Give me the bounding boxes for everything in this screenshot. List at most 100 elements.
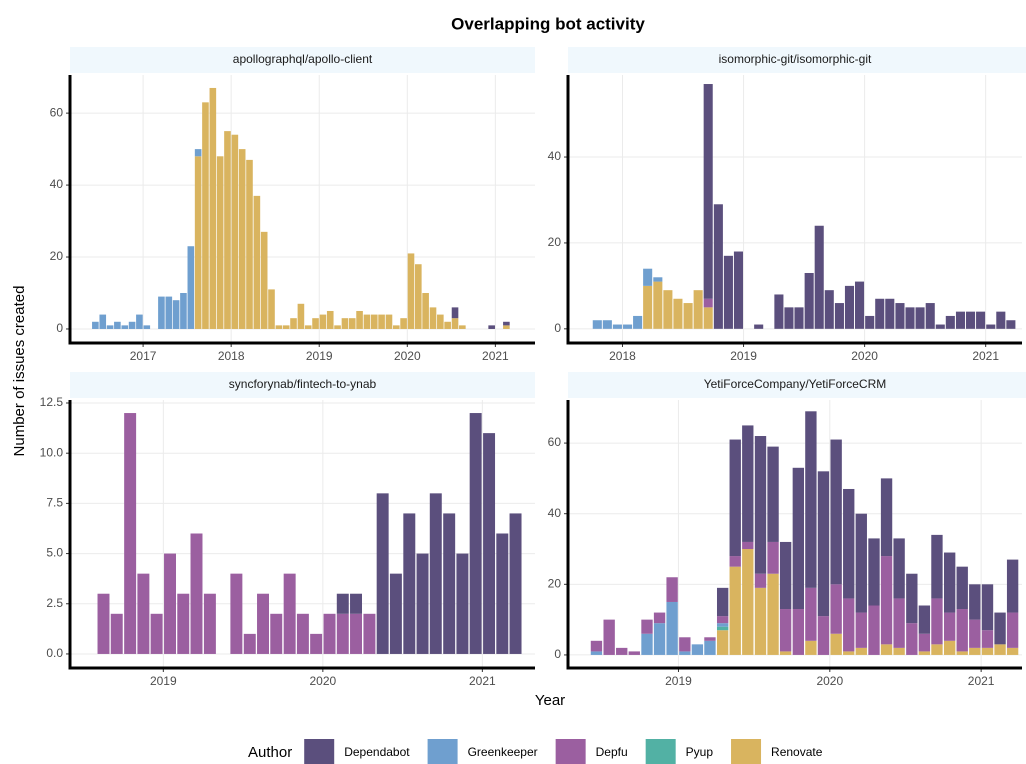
bar-segment <box>459 325 466 329</box>
y-tick-label: 12.5 <box>40 395 64 409</box>
bar-segment <box>966 311 976 329</box>
bar-segment <box>350 593 363 614</box>
bar-segment <box>868 538 880 606</box>
bar-segment <box>956 609 968 652</box>
bar-segment <box>679 651 691 655</box>
bar-segment <box>844 285 855 329</box>
y-tick-label: 0 <box>554 321 561 335</box>
bar-segment <box>503 325 510 329</box>
bar-segment <box>843 598 855 652</box>
bar-segment <box>994 612 1006 645</box>
panel-title: YetiForceCompany/YetiForceCRM <box>704 377 887 391</box>
y-tick-label: 7.5 <box>46 496 63 510</box>
bar-segment <box>334 325 341 329</box>
panel-title: syncforynab/fintech-to-ynab <box>229 377 377 391</box>
bar-segment <box>165 296 173 329</box>
bar-segment <box>451 307 459 319</box>
bar-segment <box>602 320 612 329</box>
legend-key <box>304 739 335 764</box>
bar-segment <box>194 156 202 329</box>
bar-segment <box>943 552 956 613</box>
bar-segment <box>805 587 817 641</box>
bar-segment <box>969 619 981 648</box>
bar-segment <box>704 640 716 655</box>
bar-segment <box>643 268 653 286</box>
legend-label: Greenkeeper <box>468 745 538 759</box>
bar-segment <box>666 577 678 602</box>
bar-segment <box>319 314 327 329</box>
bar-segment <box>137 573 150 654</box>
y-tick-label: 0 <box>56 321 63 335</box>
bar-segment <box>356 310 363 329</box>
bar-segment <box>754 436 767 574</box>
x-tick-label: 2021 <box>482 349 509 363</box>
bar-segment <box>895 303 905 329</box>
bar-segment <box>830 584 842 634</box>
bar-segment <box>124 413 137 654</box>
bar-segment <box>855 513 867 613</box>
bar-segment <box>376 493 389 654</box>
bar-segment <box>496 533 509 654</box>
bar-segment <box>312 318 319 329</box>
bar-segment <box>981 584 994 631</box>
bar-segment <box>893 647 905 655</box>
panel-title: isomorphic-git/isomorphic-git <box>719 52 872 66</box>
bar-segment <box>969 584 981 620</box>
y-tick-label: 40 <box>548 149 562 163</box>
bar-segment <box>509 513 522 654</box>
bar-segment <box>187 246 195 329</box>
bar-segment <box>804 272 814 329</box>
bar-segment <box>164 553 177 654</box>
x-tick-label: 2020 <box>394 349 421 363</box>
bar-segment <box>641 619 653 634</box>
bar-segment <box>956 566 968 610</box>
bar-segment <box>158 296 165 329</box>
x-tick-label: 2021 <box>469 674 496 688</box>
bar-segment <box>830 439 842 585</box>
y-tick-label: 10.0 <box>40 445 64 459</box>
bar-segment <box>603 619 615 655</box>
bar-segment <box>378 314 385 329</box>
bar-segment <box>779 651 792 655</box>
bar-segment <box>865 315 875 329</box>
bar-segment <box>834 303 844 329</box>
bar-segment <box>203 593 216 654</box>
x-tick-label: 2021 <box>972 349 999 363</box>
bar-segment <box>767 446 779 542</box>
bar-segment <box>830 633 842 655</box>
bar-segment <box>943 640 956 655</box>
bar-segment <box>469 413 482 654</box>
bar-segment <box>716 623 729 627</box>
bar-segment <box>283 573 296 654</box>
y-tick-label: 40 <box>548 506 562 520</box>
bar-segment <box>190 533 203 654</box>
bar-segment <box>592 320 602 329</box>
bar-segment <box>270 613 283 654</box>
bar-segment <box>257 593 270 654</box>
bar-segment <box>918 633 931 652</box>
x-tick-label: 2021 <box>968 674 995 688</box>
y-tick-label: 60 <box>548 435 562 449</box>
bar-segment <box>779 541 792 610</box>
bar-segment <box>326 310 334 329</box>
bar-segment <box>612 324 622 329</box>
x-tick-label: 2019 <box>665 674 692 688</box>
bar-segment <box>97 593 110 654</box>
bar-segment <box>350 613 363 654</box>
bar-segment <box>304 325 312 329</box>
bar-segment <box>805 411 817 588</box>
bar-segment <box>310 633 323 654</box>
bar-segment <box>323 613 336 654</box>
bar-segment <box>209 87 217 329</box>
bar-segment <box>385 314 393 329</box>
bar-segment <box>503 321 510 326</box>
bar-segment <box>767 541 779 574</box>
bar-segment <box>663 290 673 329</box>
bar-segment <box>268 289 275 329</box>
x-tick-label: 2020 <box>851 349 878 363</box>
legend-label: Depfu <box>596 745 628 759</box>
bar-segment <box>296 613 309 654</box>
bar-segment <box>400 318 407 329</box>
legend-key <box>427 739 458 764</box>
